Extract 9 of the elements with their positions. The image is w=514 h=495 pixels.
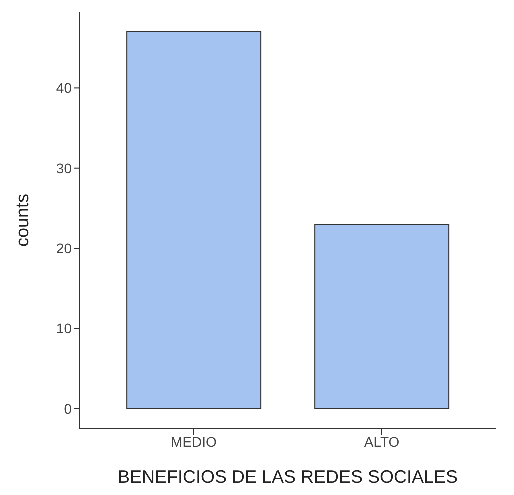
y-tick-label: 0 (64, 400, 72, 417)
x-axis-title: BENEFICIOS DE LAS REDES SOCIALES (118, 467, 458, 487)
x-tick-label: MEDIO (171, 434, 218, 450)
y-axis-title: counts (12, 194, 32, 248)
x-tick-label: ALTO (364, 434, 400, 450)
y-tick-label: 10 (56, 320, 72, 337)
y-tick-label: 30 (56, 160, 72, 176)
y-tick-label: 20 (56, 240, 72, 257)
y-tick-label: 40 (56, 80, 72, 96)
